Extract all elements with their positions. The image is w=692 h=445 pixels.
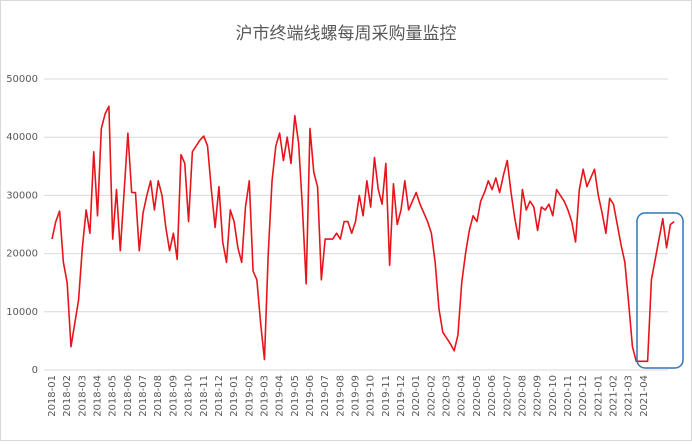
x-tick-label: 2020-04	[457, 375, 468, 417]
x-tick-label: 2018-11	[199, 375, 210, 417]
x-tick-label: 2018-10	[184, 375, 195, 417]
x-tick-label: 2018-01	[47, 375, 58, 417]
x-tick-label: 2020-05	[472, 375, 483, 417]
chart-title: 沪市终端线螺每周采购量监控	[236, 24, 457, 44]
y-tick-label: 50000	[6, 74, 38, 85]
x-tick-label: 2018-04	[93, 375, 104, 417]
plot: 0 10000 20000 30000 40000 50000 2018-01 2018-02…	[6, 74, 675, 417]
x-tick-label: 2019-06	[305, 375, 316, 417]
x-tick-label: 2021-01	[593, 375, 604, 417]
x-tick-label: 2018-03	[77, 375, 88, 417]
x-tick-label: 2019-02	[244, 375, 255, 417]
x-tick-label: 2019-04	[275, 375, 286, 417]
x-tick-label: 2019-03	[259, 375, 270, 417]
x-tick-label: 2021-02	[608, 375, 619, 417]
x-tick-label: 2018-08	[153, 375, 164, 417]
x-tick-label: 2019-08	[335, 375, 346, 417]
x-tick-label: 2019-10	[366, 375, 377, 417]
x-tick-label: 2020-10	[548, 375, 559, 417]
x-tick-label: 2020-11	[563, 375, 574, 417]
x-tick-label: 2020-02	[426, 375, 437, 417]
x-tick-label: 2018-05	[108, 375, 119, 417]
y-tick-label: 0	[32, 365, 38, 376]
y-tick-label: 10000	[6, 307, 38, 318]
x-tick-label: 2018-06	[123, 375, 134, 417]
x-tick-label: 2020-07	[502, 375, 513, 417]
x-tick-label: 2020-03	[442, 375, 453, 417]
x-tick-label: 2019-12	[396, 375, 407, 417]
x-tick-label: 2018-07	[138, 375, 149, 417]
x-tick-label: 2020-06	[487, 375, 498, 417]
x-tick-label: 2018-12	[214, 375, 225, 417]
x-tick-label: 2019-05	[290, 375, 301, 417]
x-tick-label: 2020-08	[517, 375, 528, 417]
x-tick-label: 2021-03	[624, 375, 635, 417]
x-tick-label: 2019-09	[351, 375, 362, 417]
x-tick-label: 2019-11	[381, 375, 392, 417]
x-tick-label: 2021-04	[639, 375, 650, 417]
y-tick-label: 40000	[6, 132, 38, 143]
highlight-box	[636, 212, 684, 369]
x-tick-label: 2020-12	[578, 375, 589, 417]
x-tick-label: 2018-02	[62, 375, 73, 417]
x-tick-label: 2019-07	[320, 375, 331, 417]
x-tick-label: 2020-09	[533, 375, 544, 417]
data-line	[51, 105, 675, 363]
x-tick-label: 2019-01	[229, 375, 240, 417]
x-tick-label: 2020-01	[411, 375, 422, 417]
y-tick-label: 30000	[6, 190, 38, 201]
y-tick-label: 20000	[6, 249, 38, 260]
x-tick-label: 2018-09	[168, 375, 179, 417]
